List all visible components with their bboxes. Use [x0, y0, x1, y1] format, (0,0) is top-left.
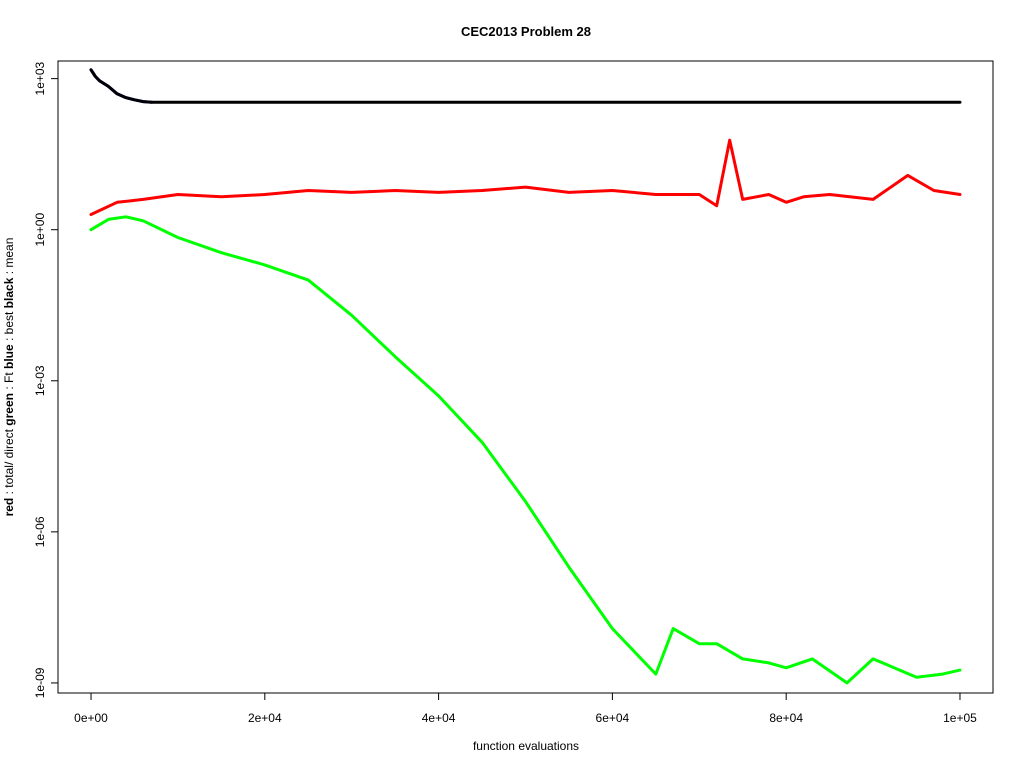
y-tick-label: 1e-09 — [33, 667, 47, 698]
x-tick-label: 6e+04 — [596, 711, 630, 725]
x-tick-label: 8e+04 — [769, 711, 803, 725]
series-layer — [89, 68, 962, 685]
y-axis-label-part: : mean — [2, 238, 16, 278]
y-axis-label-part: blue — [2, 344, 16, 369]
x-tick-label: 4e+04 — [422, 711, 456, 725]
y-axis-label-part: : total/ direct — [2, 426, 16, 498]
x-tick-label: 1e+05 — [943, 711, 977, 725]
y-axis-label: red : total/ direct green : Ft blue : be… — [2, 238, 16, 517]
y-axis-label-part: red — [2, 498, 16, 517]
y-tick-label: 1e-06 — [33, 516, 47, 547]
x-axis-label: function evaluations — [473, 739, 579, 753]
y-tick-label: 1e-03 — [33, 365, 47, 396]
y-axis-label-part: black — [2, 277, 16, 308]
chart-title: CEC2013 Problem 28 — [461, 24, 591, 39]
series-line-0 — [89, 138, 962, 216]
y-tick-label: 1e+00 — [33, 213, 47, 247]
y-axis-label-part: green — [2, 393, 16, 426]
y-axis: 1e+03 1e+00 1e-03 1e-06 1e-09 — [33, 61, 59, 698]
x-tick-label: 2e+04 — [248, 711, 282, 725]
y-axis-label-part: : best — [2, 308, 16, 344]
series-line-3 — [89, 68, 962, 104]
y-tick-label: 1e+03 — [33, 61, 47, 95]
y-axis-label-part: : Ft — [2, 369, 16, 393]
x-axis: 0e+00 2e+04 4e+04 6e+04 8e+04 1e+05 — [74, 692, 977, 725]
series-line-1 — [89, 215, 962, 685]
x-tick-label: 0e+00 — [74, 711, 108, 725]
